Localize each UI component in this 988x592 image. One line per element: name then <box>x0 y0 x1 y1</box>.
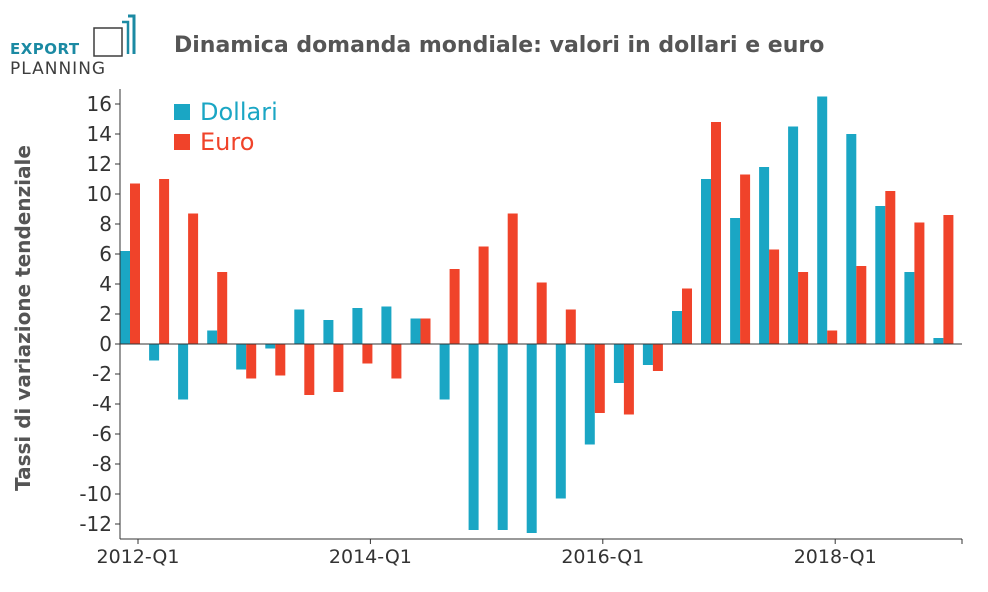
bar-euro-2012-q2 <box>159 179 170 344</box>
bar-dollari-2019-q1 <box>933 338 944 344</box>
bar-dollari-2016-q1 <box>584 344 595 445</box>
y-tick-label: 4 <box>99 272 112 296</box>
bar-euro-2014-q1 <box>362 344 373 364</box>
y-tick-label: 2 <box>99 302 112 326</box>
y-tick-label: 0 <box>99 332 112 356</box>
bar-dollari-2017-q3 <box>759 167 770 344</box>
bar-euro-2014-q4 <box>449 269 460 344</box>
x-tick-label: 2018-Q1 <box>794 546 877 568</box>
bar-dollari-2014-q2 <box>381 306 392 344</box>
y-tick-label: -10 <box>79 482 112 506</box>
bar-dollari-2012-q1 <box>120 251 130 344</box>
bar-euro-2013-q2 <box>275 344 286 376</box>
legend-swatch-euro <box>174 134 190 150</box>
y-tick-label: -4 <box>92 392 112 416</box>
bar-euro-2013-q4 <box>333 344 344 392</box>
y-tick-label: -6 <box>92 422 112 446</box>
bar-euro-2018-q1 <box>827 330 838 344</box>
bar-euro-2014-q3 <box>420 318 431 344</box>
bar-dollari-2014-q1 <box>352 308 363 344</box>
bar-dollari-2017-q4 <box>788 126 799 344</box>
y-tick-label: 12 <box>87 152 112 176</box>
y-tick-label: 10 <box>87 182 112 206</box>
bar-dollari-2013-q4 <box>323 320 334 344</box>
bar-dollari-2015-q3 <box>526 344 537 533</box>
bar-dollari-2015-q2 <box>497 344 508 530</box>
x-tick-label: 2016-Q1 <box>561 546 644 568</box>
bar-euro-2017-q4 <box>798 272 809 344</box>
bar-euro-2015-q4 <box>565 309 576 344</box>
logo-planning-text: PLANNING <box>10 59 107 79</box>
bar-dollari-2018-q1 <box>817 96 828 344</box>
bar-dollari-2018-q2 <box>846 134 857 344</box>
bar-euro-2016-q3 <box>652 344 663 371</box>
bar-euro-2015-q2 <box>507 213 518 344</box>
bar-dollari-2017-q2 <box>730 218 741 344</box>
axes-group: -12 -10 -8 -6 -4 -2 0 2 4 6 8 10 12 14 16 2012-Q1 2014-Q… <box>79 89 963 568</box>
bar-euro-2017-q1 <box>711 122 721 344</box>
bar-dollari-2012-q3 <box>178 344 189 400</box>
logo-squares-icon <box>93 14 136 57</box>
bar-dollari-2015-q4 <box>555 344 566 499</box>
bar-euro-2018-q4 <box>914 222 925 344</box>
bar-euro-2013-q1 <box>246 344 257 379</box>
bar-euro-2018-q3 <box>885 191 896 344</box>
bar-dollari-2016-q4 <box>672 311 682 344</box>
bar-euro-2017-q2 <box>740 174 751 344</box>
bar-euro-2018-q2 <box>856 266 867 344</box>
legend-swatch-dollari <box>174 104 190 120</box>
bar-dollari-2017-q1 <box>701 179 711 344</box>
bar-euro-2016-q4 <box>682 288 692 344</box>
y-tick-label: -2 <box>92 362 112 386</box>
bar-dollari-2014-q4 <box>439 344 450 400</box>
bar-euro-2015-q3 <box>536 282 547 344</box>
bar-dollari-2018-q3 <box>875 206 886 344</box>
legend-label-euro: Euro <box>200 128 254 156</box>
bar-euro-2013-q3 <box>304 344 315 395</box>
bar-dollari-2016-q3 <box>642 344 653 365</box>
x-tick-label: 2012-Q1 <box>97 546 180 568</box>
bar-euro-2015-q1 <box>478 246 489 344</box>
y-tick-label: -12 <box>79 512 112 536</box>
bar-dollari-2013-q3 <box>294 309 305 344</box>
bar-euro-2014-q2 <box>391 344 402 379</box>
bar-euro-2012-q1 <box>130 183 140 344</box>
bar-euro-2012-q4 <box>217 272 228 344</box>
bar-euro-2017-q3 <box>769 249 780 344</box>
y-axis-label: Tassi di variazione tendenziale <box>11 145 35 491</box>
y-tick-label: 14 <box>87 122 112 146</box>
bar-dollari-2012-q4 <box>207 330 218 344</box>
x-tick-label: 2014-Q1 <box>329 546 412 568</box>
bar-dollari-2013-q1 <box>236 344 247 370</box>
bar-euro-2012-q3 <box>188 213 199 344</box>
y-tick-label: -8 <box>92 452 112 476</box>
logo-export-text: EXPORT <box>10 40 80 58</box>
y-tick-label: 16 <box>87 92 112 116</box>
bars-group <box>120 96 954 533</box>
bar-dollari-2012-q2 <box>149 344 160 361</box>
export-planning-logo: EXPORT PLANNING <box>10 14 136 84</box>
bar-dollari-2018-q4 <box>904 272 915 344</box>
legend-label-dollari: Dollari <box>200 98 278 126</box>
y-tick-label: 8 <box>99 212 112 236</box>
bar-dollari-2013-q2 <box>265 344 276 349</box>
bar-euro-2019-q1 <box>943 215 954 344</box>
chart-title: Dinamica domanda mondiale: valori in dol… <box>174 33 825 58</box>
bar-dollari-2014-q3 <box>410 318 421 344</box>
y-tick-label: 6 <box>99 242 112 266</box>
bar-euro-2016-q1 <box>594 344 605 413</box>
bar-dollari-2016-q2 <box>613 344 624 383</box>
bar-dollari-2015-q1 <box>468 344 479 530</box>
bar-euro-2016-q2 <box>623 344 634 415</box>
